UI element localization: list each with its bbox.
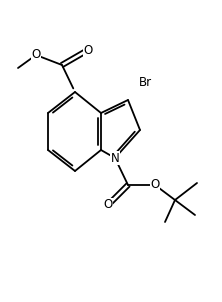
Text: O: O: [103, 198, 113, 211]
Text: O: O: [31, 49, 41, 62]
Text: N: N: [111, 152, 119, 165]
Text: O: O: [150, 178, 160, 191]
Text: Br: Br: [139, 76, 152, 88]
Text: O: O: [83, 43, 93, 56]
